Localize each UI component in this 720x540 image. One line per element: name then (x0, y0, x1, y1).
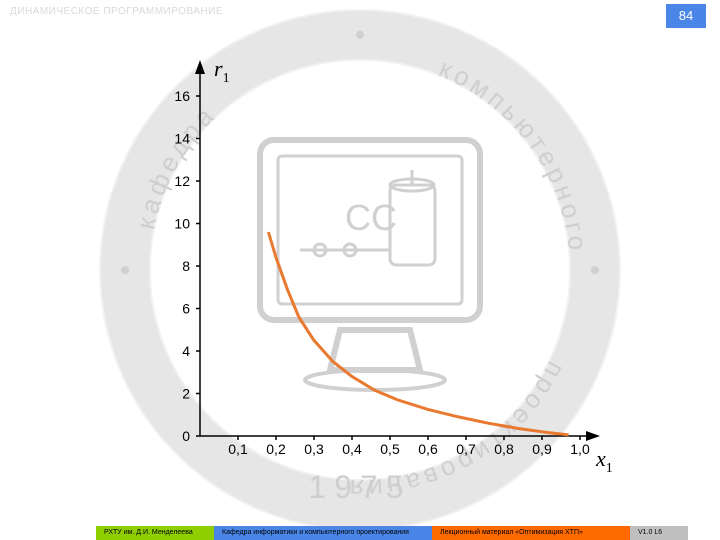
page-number-badge: 84 (666, 4, 706, 28)
footer-spacer (688, 526, 720, 540)
svg-text:0,8: 0,8 (494, 441, 514, 457)
svg-text:0,6: 0,6 (418, 441, 438, 457)
y-ticks: 0 2 4 6 8 10 12 14 16 (174, 88, 200, 444)
footer-segment-university: РХТУ им. Д.И. Менделеева (96, 526, 214, 540)
page-title: ДИНАМИЧЕСКОЕ ПРОГРАММИРОВАНИЕ (10, 6, 223, 17)
svg-text:16: 16 (174, 88, 190, 104)
svg-text:0,7: 0,7 (456, 441, 476, 457)
svg-text:10: 10 (174, 216, 190, 232)
x-ticks: 0,1 0,2 0,3 0,4 0,5 0,6 0,7 0,8 0,9 1,0 (228, 436, 590, 457)
x-axis-arrow-icon (586, 431, 600, 441)
svg-text:8: 8 (182, 258, 190, 274)
x-axis-label: x1 (595, 446, 613, 476)
y-axis-label: r1 (214, 56, 230, 86)
svg-text:0: 0 (182, 428, 190, 444)
svg-text:0,1: 0,1 (228, 441, 248, 457)
footer-segment-department: Кафедра информатики и компьютерного прое… (214, 526, 432, 540)
y-axis-arrow-icon (195, 60, 205, 74)
footer-spacer (0, 526, 96, 540)
footer-segment-version: V1.0 L6 (630, 526, 688, 540)
svg-text:2: 2 (182, 386, 190, 402)
svg-text:4: 4 (182, 343, 190, 359)
svg-text:6: 6 (182, 301, 190, 317)
svg-text:0,2: 0,2 (266, 441, 286, 457)
footer-segment-lecture: Лекционный материал «Оптимизация ХТП» (432, 526, 630, 540)
svg-text:0,9: 0,9 (532, 441, 552, 457)
svg-text:12: 12 (174, 173, 190, 189)
svg-text:0,4: 0,4 (342, 441, 362, 457)
chart-curve (268, 232, 568, 435)
svg-text:14: 14 (174, 131, 190, 147)
footer-bar: РХТУ им. Д.И. Менделеева Кафедра информа… (0, 526, 720, 540)
chart-r1-vs-x1: 0 2 4 6 8 10 12 14 16 0,1 0,2 0,3 0,4 0,… (140, 56, 620, 496)
svg-text:0,3: 0,3 (304, 441, 324, 457)
svg-text:0,5: 0,5 (380, 441, 400, 457)
svg-text:1,0: 1,0 (570, 441, 590, 457)
